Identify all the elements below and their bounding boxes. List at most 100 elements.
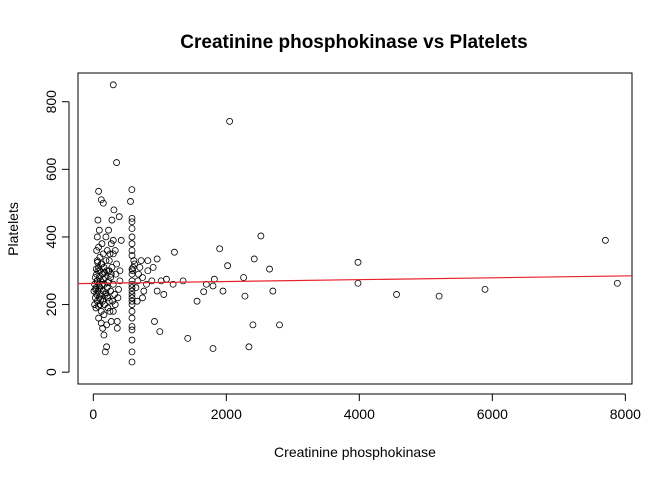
y-tick-label: 400 — [43, 225, 59, 249]
data-point — [128, 214, 136, 222]
data-point — [169, 280, 177, 288]
data-point — [179, 277, 187, 285]
data-point — [108, 216, 116, 224]
data-point — [92, 265, 100, 273]
data-point — [128, 233, 136, 241]
data-point — [143, 280, 150, 288]
y-axis-label: Platelets — [5, 202, 21, 256]
data-point — [354, 258, 362, 266]
data-point — [95, 187, 103, 195]
data-point — [128, 225, 136, 232]
regression-line — [77, 275, 633, 285]
y-axis: 0 200 400 600 800 — [43, 90, 70, 376]
data-point — [216, 245, 224, 253]
y-tick-label: 800 — [43, 90, 59, 114]
data-point — [128, 186, 136, 194]
data-point — [144, 257, 152, 265]
data-point — [97, 296, 105, 303]
data-point — [209, 345, 217, 352]
data-point — [103, 343, 110, 351]
data-point — [132, 284, 140, 292]
data-point — [241, 292, 249, 300]
x-tick-label: 4000 — [344, 406, 375, 422]
data-point — [94, 287, 102, 295]
x-tick-label: 0 — [89, 406, 97, 422]
data-point — [127, 198, 134, 205]
data-point — [94, 267, 102, 275]
data-point — [226, 117, 234, 125]
data-point — [128, 287, 136, 295]
data-point — [393, 291, 400, 298]
data-point — [102, 289, 110, 297]
y-tick-label: 200 — [43, 293, 59, 317]
data-point — [193, 297, 201, 305]
data-point — [111, 291, 118, 298]
data-point — [107, 240, 115, 248]
data-point — [107, 270, 115, 278]
data-point — [128, 314, 136, 322]
data-point — [137, 257, 145, 265]
data-point — [91, 301, 99, 308]
data-point — [245, 343, 253, 351]
data-point — [184, 334, 192, 342]
data-point — [94, 302, 102, 310]
data-point — [153, 255, 161, 263]
data-point — [240, 274, 248, 281]
data-point — [128, 265, 136, 273]
data-point — [224, 262, 232, 270]
data-point — [200, 288, 208, 296]
data-point — [90, 287, 98, 295]
data-point — [115, 213, 123, 221]
data-point — [102, 257, 110, 265]
data-point — [116, 277, 124, 285]
data-point — [99, 199, 107, 207]
data-point — [209, 282, 217, 290]
data-point — [109, 250, 117, 258]
data-point — [481, 285, 489, 293]
data-point — [613, 279, 621, 287]
data-point — [99, 275, 107, 283]
data-point — [136, 263, 144, 271]
data-point — [105, 257, 113, 265]
data-point — [113, 318, 121, 325]
data-point — [98, 240, 106, 248]
data-point — [94, 258, 102, 266]
data-point — [106, 250, 114, 258]
data-point — [105, 297, 113, 305]
x-axis: 0 2000 4000 6000 8000 — [89, 393, 641, 422]
data-point — [113, 324, 121, 332]
data-point — [163, 275, 170, 283]
data-point — [94, 216, 102, 224]
data-point — [105, 226, 112, 234]
data-point — [117, 236, 125, 244]
data-point — [128, 291, 136, 298]
data-point — [128, 280, 136, 288]
data-point — [95, 226, 103, 234]
data-point — [128, 348, 136, 356]
data-point — [144, 267, 152, 275]
y-tick-label: 600 — [43, 157, 59, 181]
chart-title: Creatinine phosphokinase vs Platelets — [180, 32, 527, 53]
data-point — [92, 304, 100, 312]
data-point — [151, 318, 158, 325]
x-tick-label: 8000 — [610, 406, 641, 422]
data-point — [101, 301, 109, 308]
data-point — [128, 297, 136, 305]
data-point — [160, 291, 168, 298]
data-point — [128, 323, 136, 330]
data-point — [354, 279, 362, 287]
x-tick-label: 6000 — [477, 406, 508, 422]
data-point — [128, 252, 136, 259]
x-axis-label: Creatinine phosphokinase — [274, 444, 436, 460]
data-point — [99, 324, 107, 332]
data-points — [90, 81, 621, 366]
data-point — [99, 250, 107, 258]
data-point — [128, 247, 136, 254]
data-point — [128, 240, 136, 248]
data-point — [101, 269, 109, 276]
data-point — [97, 196, 105, 204]
data-point — [148, 277, 156, 285]
data-point — [129, 263, 137, 271]
data-point — [112, 270, 120, 278]
data-point — [91, 280, 99, 288]
